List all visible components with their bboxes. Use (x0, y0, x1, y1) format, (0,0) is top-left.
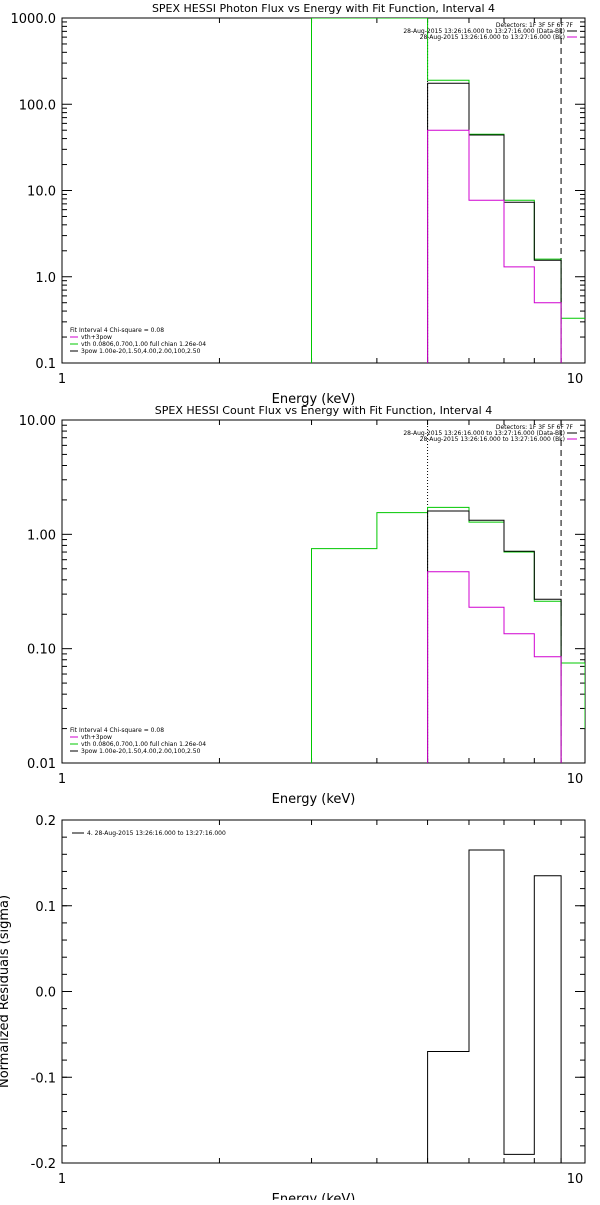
legend-top-entry: 4. 28-Aug-2015 13:26:16.000 to 13:27:16.… (87, 830, 226, 837)
legend-bottom-entry: vth+3pow (81, 734, 112, 741)
x-tick-label: 1 (58, 1172, 66, 1187)
y-tick-label: 10.00 (19, 414, 56, 429)
y-tick-label: 0.0 (35, 986, 56, 1001)
y-tick-label: 0.1 (35, 357, 56, 372)
legend-bottom-entry: vth+3pow (81, 334, 112, 341)
x-axis-label: Energy (keV) (272, 1192, 356, 1200)
plot-frame (61, 819, 586, 1164)
y-tick-label: 1.0 (35, 271, 56, 286)
chart-panel-1: SPEX HESSI Photon Flux vs Energy with Fi… (11, 2, 586, 407)
chart-panel-2: SPEX HESSI Count Flux vs Energy with Fit… (19, 404, 586, 807)
legend-bottom-entry: vth 0.0806,0.700,1.00 full chian 1.26e-0… (81, 741, 206, 748)
chart-title: SPEX HESSI Count Flux vs Energy with Fit… (155, 404, 492, 417)
plot-frame (61, 17, 586, 364)
y-tick-label: 0.01 (27, 757, 56, 772)
series-line-black (427, 510, 562, 763)
series-line-magenta (427, 571, 562, 763)
y-tick-label: 0.10 (27, 643, 56, 658)
chart-panel-3: 1 10 -0.2 -0.1 0.0 0.1 0.2 Energy (keV) Normaliz… (0, 814, 586, 1205)
legend-top-entry: 28-Aug-2015 13:26:16.000 to 13:27:16.000… (420, 34, 565, 41)
legend-top-entry: Detectors: 1F 3F 5F 6F 7F (496, 424, 574, 431)
series-line-green (311, 18, 585, 363)
series-line-black (427, 849, 562, 1163)
x-tick-label: 10 (567, 772, 584, 787)
plot-area (311, 18, 585, 363)
x-axis-label: Energy (keV) (272, 792, 356, 807)
x-tick-label: 10 (567, 1172, 584, 1187)
legend-bottom-entry: vth 0.0806,0.700,1.00 full chian 1.26e-0… (81, 341, 206, 348)
x-tick-label: 10 (567, 372, 584, 387)
plot-area (311, 420, 585, 763)
y-tick-label: 100.0 (19, 98, 56, 113)
x-tick-label: 1 (58, 372, 66, 387)
series-line-green (311, 506, 585, 763)
legend-bottom-entry: Fit Interval 4 Chi-square = 0.08 (70, 727, 164, 734)
legend-top-entry: 28-Aug-2015 13:26:16.000 to 13:27:16.000… (403, 28, 565, 35)
series-line-magenta (427, 129, 562, 363)
y-tick-label: -0.2 (31, 1157, 56, 1172)
y-axis-label: Normalized Residuals (sigma) (0, 895, 12, 1088)
y-tick-label: 0.2 (35, 814, 56, 829)
legend-top-entry: 28-Aug-2015 13:26:16.000 to 13:27:16.000… (403, 430, 565, 437)
y-tick-label: 1000.0 (11, 12, 57, 27)
y-tick-label: 1.00 (27, 528, 56, 543)
legend-bottom-entry: 3pow 1.00e-20,1.50,4.00,2.00,100,2.50 (81, 748, 201, 755)
y-tick-label: 0.1 (35, 900, 56, 915)
y-tick-label: -0.1 (31, 1071, 56, 1086)
x-axis-label: Energy (keV) (272, 392, 356, 407)
plot-area (427, 849, 562, 1163)
series-line-black (427, 82, 562, 363)
y-tick-label: 10.0 (27, 185, 56, 200)
legend-bottom-entry: 3pow 1.00e-20,1.50,4.00,2.00,100,2.50 (81, 348, 201, 355)
x-tick-label: 1 (58, 772, 66, 787)
legend-top-entry: Detectors: 1F 3F 5F 6F 7F (496, 22, 574, 29)
plot-frame (61, 419, 586, 764)
legend-top-entry: 28-Aug-2015 13:26:16.000 to 13:27:16.000… (420, 436, 565, 443)
legend-bottom-entry: Fit Interval 4 Chi-square = 0.08 (70, 327, 164, 334)
chart-title: SPEX HESSI Photon Flux vs Energy with Fi… (152, 2, 495, 15)
